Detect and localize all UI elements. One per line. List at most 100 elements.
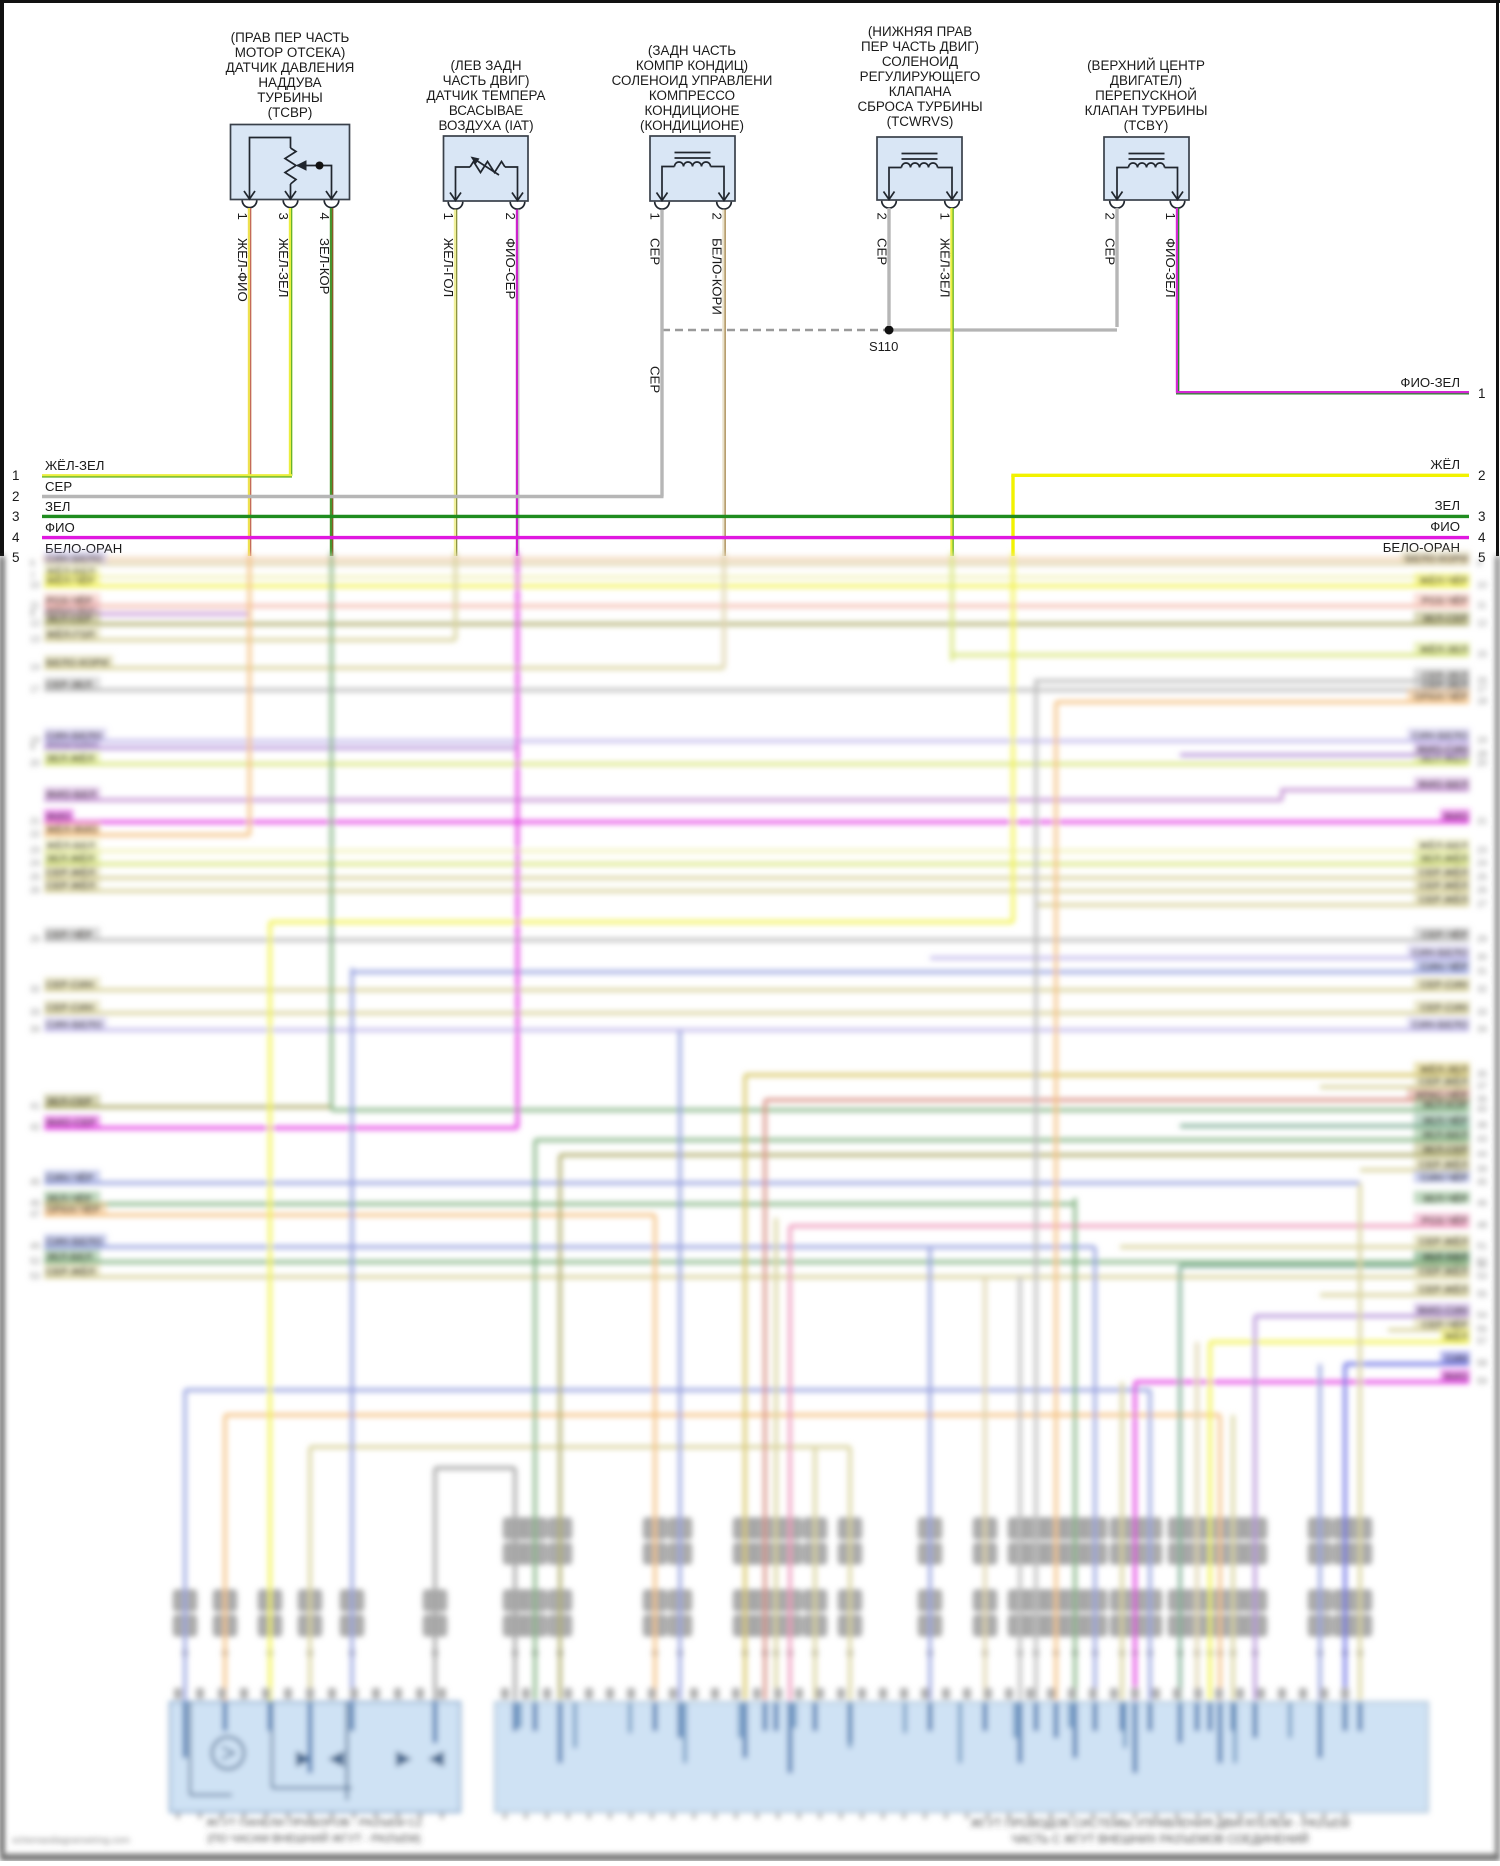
svg-text:(TCWRVS): (TCWRVS): [887, 114, 954, 129]
svg-text:43: 43: [1477, 1134, 1487, 1144]
svg-text:(ЗАДН ЧАСТЬ: (ЗАДН ЧАСТЬ: [648, 43, 736, 58]
svg-text:СЕР: СЕР: [648, 238, 663, 265]
svg-text:ВСАСЫВАЕ: ВСАСЫВАЕ: [449, 103, 523, 118]
svg-text:ФИО-БЕЛ: ФИО-БЕЛ: [46, 789, 96, 801]
svg-text:ЖГУТ ПРОВОДОВ СИСТЕМЫ УПРАВЛЕН: ЖГУТ ПРОВОДОВ СИСТЕМЫ УПРАВЛЕНИЯ ДВИГАТЕ…: [970, 1818, 1349, 1830]
svg-text:28: 28: [1477, 749, 1487, 759]
svg-text:СОЛЕНОИД: СОЛЕНОИД: [882, 54, 958, 69]
svg-text:31: 31: [1477, 966, 1487, 976]
svg-text:25: 25: [30, 872, 40, 882]
svg-text:48: 48: [1477, 1220, 1487, 1230]
svg-text:СИН-БЕЛО: СИН-БЕЛО: [1412, 730, 1468, 742]
svg-text:СЕР-ЖЁЛ: СЕР-ЖЁЛ: [1419, 1075, 1468, 1088]
svg-text:24: 24: [1477, 858, 1487, 868]
svg-text:22: 22: [30, 829, 40, 839]
svg-text:40: 40: [1477, 1104, 1487, 1114]
svg-text:ФИО-СЕР: ФИО-СЕР: [503, 238, 518, 299]
svg-text:РОЗ-ЧЁР: РОЗ-ЧЁР: [1421, 1214, 1468, 1227]
svg-text:56: 56: [1477, 1324, 1487, 1334]
svg-text:СЕР-ЖЁЛ: СЕР-ЖЁЛ: [1419, 1265, 1468, 1278]
svg-text:ЖЁЛ-ФИО: ЖЁЛ-ФИО: [235, 238, 250, 302]
svg-text:59: 59: [1477, 1376, 1487, 1386]
svg-text:46: 46: [1477, 1198, 1487, 1208]
svg-text:34: 34: [30, 1024, 40, 1034]
svg-text:1: 1: [648, 213, 663, 220]
svg-text:ДАТЧИК ТЕМПЕРА: ДАТЧИК ТЕМПЕРА: [427, 88, 546, 103]
svg-text:КОМПРЕССО: КОМПРЕССО: [649, 88, 735, 103]
svg-text:ЗЕЛ-ЧЁР: ЗЕЛ-ЧЁР: [1422, 1114, 1468, 1127]
svg-text:ЧАСТЬ C ЖГУТ ВНЕШНИХ РАЗЪЕМОВ: ЧАСТЬ C ЖГУТ ВНЕШНИХ РАЗЪЕМОВ СОЕДИНЕНИЙ: [1011, 1833, 1308, 1846]
svg-text:ЖЁЛ-ФИО: ЖЁЛ-ФИО: [45, 823, 98, 836]
svg-text:20: 20: [1477, 758, 1487, 768]
svg-text:3: 3: [276, 213, 291, 220]
svg-text:ФИО: ФИО: [1430, 519, 1460, 534]
svg-text:9: 9: [30, 742, 35, 752]
svg-text:КОМПР КОНДИЦ): КОМПР КОНДИЦ): [636, 58, 748, 73]
svg-text:(ВЕРХНИЙ ЦЕНТР: (ВЕРХНИЙ ЦЕНТР: [1087, 58, 1205, 73]
svg-text:4: 4: [317, 213, 332, 220]
svg-text:27: 27: [1477, 899, 1487, 909]
svg-text:СЕР-СИН: СЕР-СИН: [1420, 1002, 1468, 1014]
svg-text:53: 53: [30, 1271, 40, 1281]
svg-text:СОЛЕНОИД УПРАВЛЕНИ: СОЛЕНОИД УПРАВЛЕНИ: [612, 73, 773, 88]
svg-text:29: 29: [30, 934, 40, 944]
svg-text:ЗЕЛ-БЕЛ: ЗЕЛ-БЕЛ: [46, 1251, 92, 1263]
svg-text:5: 5: [12, 550, 20, 565]
svg-text:ЗЕЛ-КОР: ЗЕЛ-КОР: [1422, 1099, 1468, 1111]
svg-text:18: 18: [1477, 696, 1487, 706]
svg-text:ФИО-СИН: ФИО-СИН: [1417, 744, 1468, 756]
svg-text:52: 52: [30, 1256, 40, 1266]
svg-text:СЕР: СЕР: [648, 366, 663, 393]
svg-text:23: 23: [30, 845, 40, 855]
svg-text:СИН-БЕЛО: СИН-БЕЛО: [46, 1019, 102, 1031]
svg-text:СЕР-ЖЁЛ: СЕР-ЖЁЛ: [46, 866, 95, 879]
svg-text:ЗЕЛ-СЕР: ЗЕЛ-СЕР: [46, 1096, 92, 1108]
svg-text:2: 2: [12, 489, 20, 504]
svg-text:СИН-ЧЁР: СИН-ЧЁР: [46, 1171, 94, 1184]
svg-text:ФИО-ЗЕЛ: ФИО-ЗЕЛ: [1163, 238, 1178, 298]
svg-text:2: 2: [1478, 468, 1486, 483]
svg-text:МОТОР ОТСЕКА): МОТОР ОТСЕКА): [235, 45, 346, 60]
svg-text:КОНДИЦИОНЕ: КОНДИЦИОНЕ: [645, 103, 740, 118]
svg-text:19: 19: [30, 735, 40, 745]
svg-text:ЖЁЛ-ЗЕЛ: ЖЁЛ-ЗЕЛ: [276, 238, 291, 297]
svg-text:(TCBY): (TCBY): [1124, 118, 1169, 133]
svg-text:ЗЕЛ-СЕР: ЗЕЛ-СЕР: [1422, 613, 1468, 625]
svg-text:35: 35: [1477, 1069, 1487, 1079]
svg-text:46: 46: [30, 1198, 40, 1208]
svg-text:6: 6: [1477, 558, 1482, 568]
svg-text:СЕР-ЖЁЛ: СЕР-ЖЁЛ: [1419, 893, 1468, 906]
svg-text:41: 41: [30, 1101, 40, 1111]
svg-text:РОЗ-ЧЁР: РОЗ-ЧЁР: [46, 594, 93, 607]
svg-text:2: 2: [1103, 213, 1118, 220]
svg-text:ФИО: ФИО: [1443, 811, 1468, 823]
svg-text:ЗЕЛ: ЗЕЛ: [1435, 498, 1460, 513]
svg-text:33: 33: [30, 1007, 40, 1017]
svg-text:БЕЛО-КОРИ: БЕЛО-КОРИ: [46, 657, 109, 669]
svg-text:ЖЁЛ-ЗЕЛ: ЖЁЛ-ЗЕЛ: [1419, 643, 1468, 656]
svg-text:25: 25: [1477, 872, 1487, 882]
svg-text:БЕЛО-КОРИ: БЕЛО-КОРИ: [710, 238, 725, 315]
svg-text:3: 3: [12, 509, 20, 524]
svg-text:ЗЕЛ: ЗЕЛ: [45, 499, 70, 514]
svg-text:ФИО-БЕЛ: ФИО-БЕЛ: [1418, 779, 1468, 791]
svg-text:ФИО-СИН: ФИО-СИН: [1417, 1305, 1468, 1317]
svg-text:7: 7: [30, 571, 35, 581]
svg-text:ФИО: ФИО: [45, 520, 75, 535]
svg-text:ЖЁЛ-ЗЕЛ: ЖЁЛ-ЗЕЛ: [1419, 1063, 1468, 1076]
svg-text:ФИО-ЗЕЛ: ФИО-ЗЕЛ: [1400, 375, 1460, 390]
svg-text:36: 36: [1477, 1094, 1487, 1104]
svg-text:45: 45: [30, 1177, 40, 1187]
svg-text:1: 1: [1163, 213, 1178, 220]
svg-text:СИН-БЕЛО: СИН-БЕЛО: [46, 730, 102, 742]
svg-text:ЖЁЛ-БЕЛ: ЖЁЛ-БЕЛ: [45, 839, 95, 852]
svg-text:СИН-БЕЛО: СИН-БЕЛО: [46, 553, 102, 565]
svg-text:(ТСВР): (ТСВР): [268, 105, 313, 120]
svg-text:ФИО-СЕР: ФИО-СЕР: [46, 1117, 96, 1129]
svg-text:1: 1: [441, 213, 456, 220]
svg-text:(НИЖНЯЯ ПРАВ: (НИЖНЯЯ ПРАВ: [868, 24, 972, 39]
svg-text:ЗЕЛ-БЕЛ: ЗЕЛ-БЕЛ: [1422, 1251, 1468, 1263]
svg-text:КЛАПАН ТУРБИНЫ: КЛАПАН ТУРБИНЫ: [1085, 103, 1208, 118]
svg-text:БЕЛО-КОРИ: БЕЛО-КОРИ: [1405, 553, 1468, 565]
svg-text:29: 29: [1477, 934, 1487, 944]
